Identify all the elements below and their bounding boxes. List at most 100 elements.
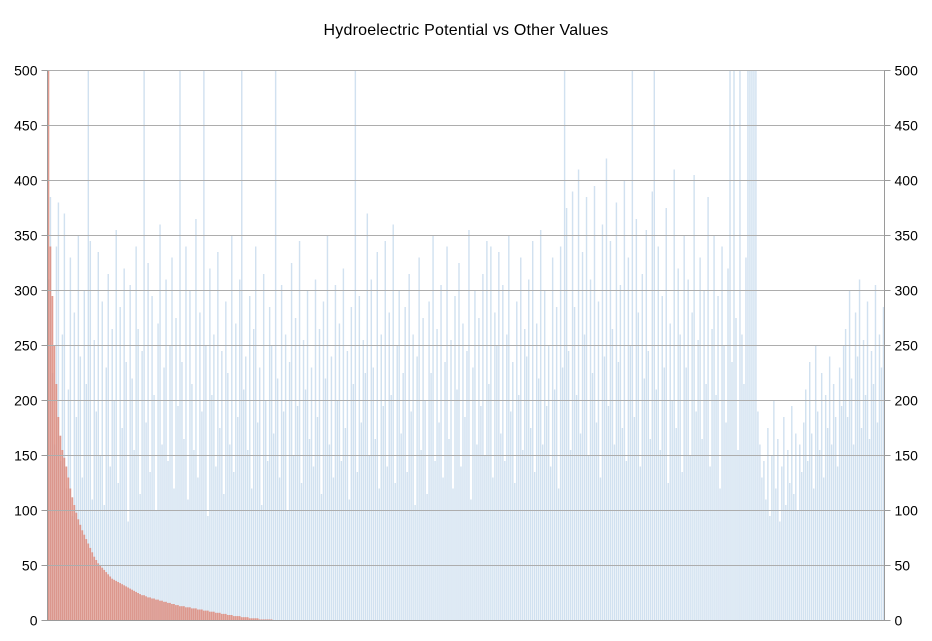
bar	[236, 616, 239, 621]
bar	[79, 356, 82, 621]
bar	[133, 450, 135, 621]
bar	[103, 505, 105, 621]
bar	[826, 428, 829, 621]
bar	[697, 340, 699, 621]
bar	[458, 263, 460, 621]
bar	[73, 312, 76, 621]
bar	[149, 597, 151, 621]
bar	[163, 367, 165, 621]
bar	[111, 578, 114, 621]
bar	[480, 406, 482, 621]
bar	[482, 274, 484, 621]
bar	[173, 604, 175, 621]
bar	[468, 230, 470, 621]
bar	[856, 356, 859, 621]
bar	[209, 268, 211, 621]
bar	[196, 609, 199, 621]
bar	[147, 597, 149, 621]
bar	[137, 593, 139, 621]
bar	[870, 351, 873, 621]
bar	[214, 612, 217, 621]
bar	[613, 444, 616, 621]
bar	[270, 619, 273, 621]
bar	[522, 450, 524, 621]
bar	[211, 395, 213, 621]
bar	[191, 384, 193, 621]
bar	[416, 356, 418, 621]
bar	[643, 378, 646, 621]
bar	[868, 439, 871, 621]
bar	[456, 389, 458, 621]
bar	[735, 318, 737, 621]
bar	[878, 334, 881, 621]
bar	[129, 285, 131, 621]
bar	[213, 334, 215, 621]
bar	[380, 334, 382, 621]
bar	[288, 362, 291, 621]
bar	[163, 601, 165, 621]
bar	[204, 610, 207, 621]
bar	[609, 241, 612, 621]
bar	[308, 439, 311, 621]
bar	[414, 505, 416, 621]
bar	[81, 530, 84, 621]
bar	[159, 224, 161, 621]
bar	[402, 373, 404, 621]
bar	[390, 395, 392, 621]
bar	[242, 617, 245, 621]
bar	[302, 340, 305, 621]
bar	[139, 494, 141, 621]
bar	[232, 616, 235, 621]
bar	[675, 428, 677, 621]
axes	[41, 70, 891, 621]
bar	[777, 439, 779, 621]
bar	[520, 257, 522, 621]
bar	[216, 612, 219, 621]
bar	[187, 607, 189, 621]
bar	[346, 351, 349, 621]
bar	[161, 444, 163, 621]
bar	[316, 417, 319, 621]
bar	[677, 268, 679, 621]
bar	[532, 241, 534, 621]
bar	[61, 450, 64, 621]
bar	[386, 466, 388, 621]
bar	[368, 455, 371, 621]
bar	[583, 334, 586, 621]
bar	[155, 599, 157, 621]
bar	[809, 362, 811, 621]
bar	[832, 384, 835, 621]
bar	[737, 450, 739, 621]
bar	[63, 457, 66, 621]
y-axis-labels: 0 0 50 50 100 100 150 150 200 200 250 250 300 300 350 3…	[14, 63, 918, 629]
bar	[382, 406, 384, 621]
bar	[157, 599, 159, 621]
bar	[358, 296, 361, 621]
bar	[135, 591, 137, 621]
bar	[121, 428, 123, 621]
bar	[91, 552, 94, 621]
bar	[334, 285, 337, 621]
bar	[408, 274, 410, 621]
bar	[396, 345, 398, 621]
bar	[882, 307, 885, 621]
bar	[59, 435, 62, 621]
bar	[537, 378, 540, 621]
y-axis-tick-label-right: 250	[895, 338, 919, 354]
y-axis-tick-label-right: 400	[895, 173, 919, 189]
bar	[665, 208, 667, 621]
bar	[187, 499, 189, 621]
bar	[454, 296, 456, 621]
bar	[169, 345, 171, 621]
y-axis-tick-label-left: 450	[14, 118, 38, 134]
bar	[621, 428, 624, 621]
bar	[813, 488, 815, 621]
bar	[95, 560, 98, 621]
bar	[294, 318, 297, 621]
bar	[151, 296, 153, 621]
y-axis-tick-label-right: 500	[895, 63, 919, 79]
bar	[292, 455, 295, 621]
bar	[173, 488, 175, 621]
bar	[539, 230, 542, 621]
